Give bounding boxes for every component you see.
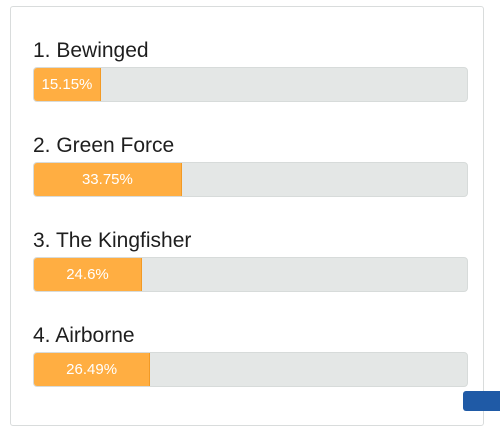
- result-bar-track: 33.75%: [33, 162, 468, 197]
- result-bar-track: 26.49%: [33, 352, 468, 387]
- percent-label: 15.15%: [41, 76, 93, 93]
- result-bar-fill: 26.49%: [34, 353, 151, 386]
- result-bar-fill: 15.15%: [34, 68, 101, 101]
- poll-option-3: 3. The Kingfisher 24.6%: [33, 229, 468, 292]
- poll-results-card: 1. Bewinged 15.15% 2. Green Force 33.75%…: [10, 6, 484, 426]
- result-bar-track: 24.6%: [33, 257, 468, 292]
- poll-option-2: 2. Green Force 33.75%: [33, 134, 468, 197]
- poll-option-4: 4. Airborne 26.49%: [33, 324, 468, 387]
- poll-option-1: 1. Bewinged 15.15%: [33, 39, 468, 102]
- option-label: 4. Airborne: [33, 324, 135, 347]
- result-bar-track: 15.15%: [33, 67, 468, 102]
- option-label: 2. Green Force: [33, 134, 175, 157]
- result-bar-fill: 33.75%: [34, 163, 182, 196]
- percent-label: 26.49%: [66, 361, 118, 378]
- percent-label: 24.6%: [66, 266, 109, 283]
- option-label: 1. Bewinged: [33, 39, 149, 62]
- percent-label: 33.75%: [81, 171, 133, 188]
- option-label: 3. The Kingfisher: [33, 229, 192, 252]
- result-bar-fill: 24.6%: [34, 258, 142, 291]
- vote-button[interactable]: [463, 391, 500, 411]
